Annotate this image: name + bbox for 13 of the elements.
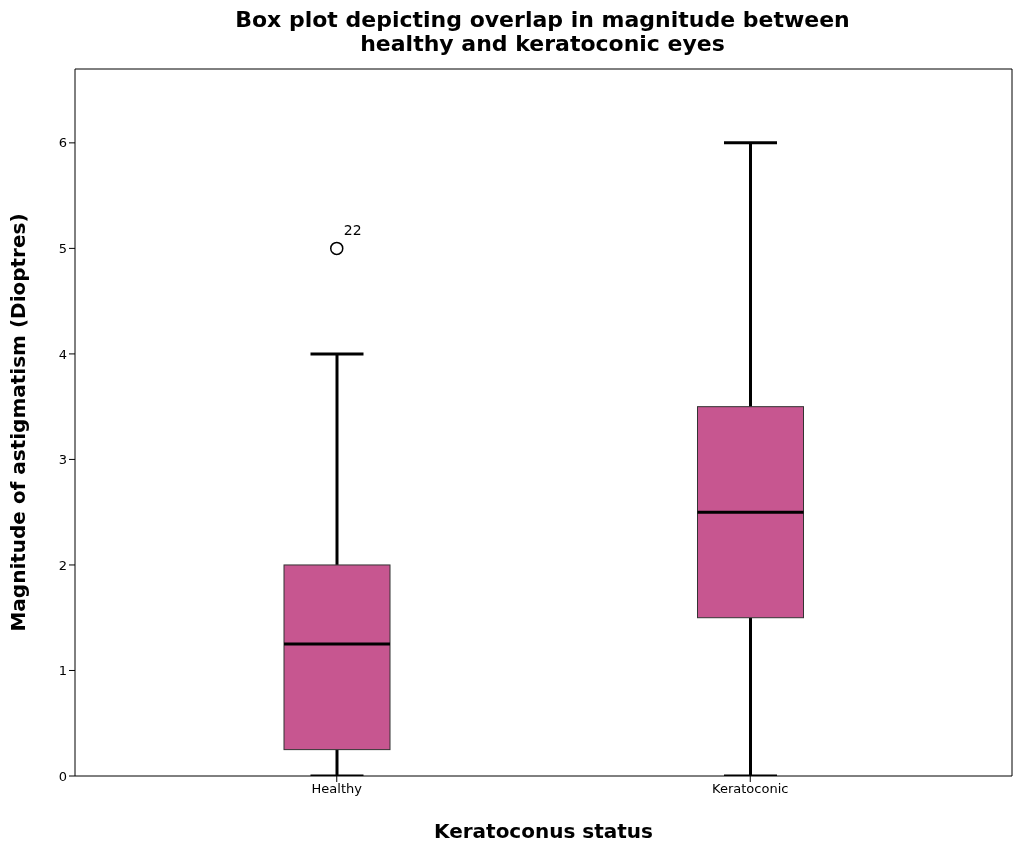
x-tick-label: Healthy	[311, 781, 363, 797]
y-tick-label: 4	[58, 346, 67, 362]
x-axis-title: Keratoconus status	[434, 819, 653, 843]
y-tick-label: 3	[58, 452, 67, 468]
y-tick-label: 5	[58, 241, 67, 256]
y-tick-label: 0	[58, 768, 67, 784]
x-tick-label: Keratoconic	[712, 781, 789, 797]
y-tick-label: 6	[58, 135, 67, 151]
y-axis-title: Magnitude of astigmatism (Dioptres)	[6, 213, 31, 632]
y-tick-label: 1	[58, 663, 67, 679]
y-tick-label: 2	[58, 557, 67, 573]
chart-title: Box plot depicting overlap in magnitude between healthy and keratoconic eyes	[234, 7, 851, 58]
annotation: 22	[343, 222, 362, 239]
